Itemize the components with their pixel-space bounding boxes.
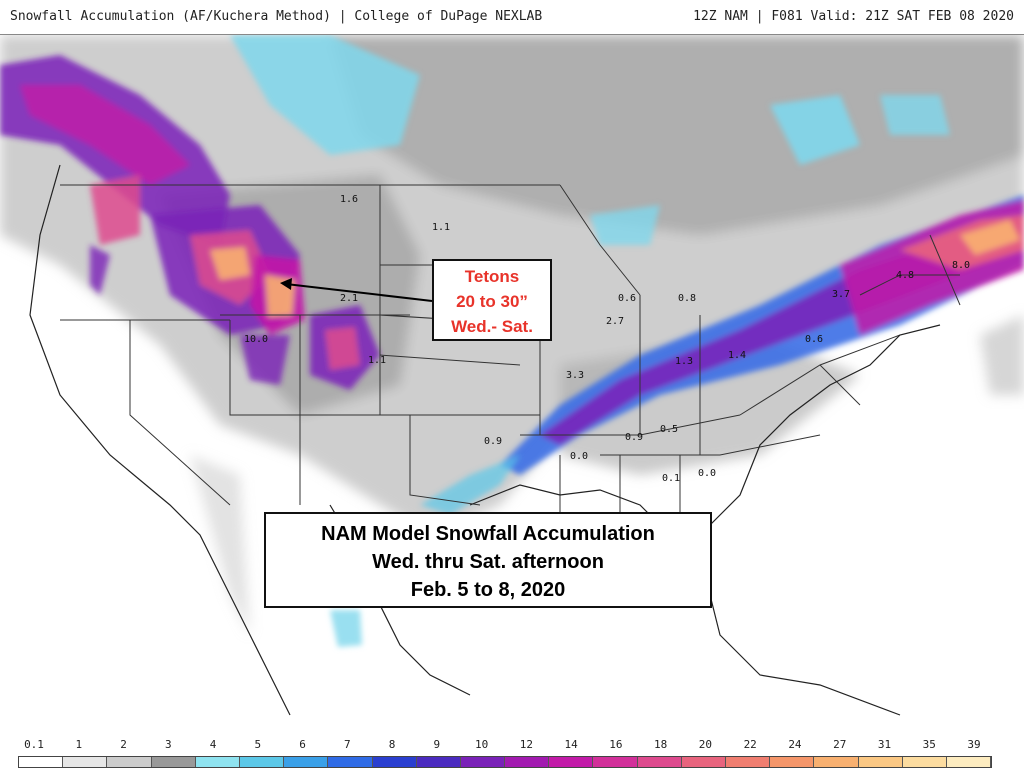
legend-swatch	[328, 757, 373, 767]
color-scale-legend: 0.1 1 2 3 4 5 6 7 8 9 10 12 14 16 18 20 22 24 27 31 35 39	[0, 730, 1024, 770]
tetons-callout-line: Tetons	[464, 267, 520, 286]
western-snow-areas	[0, 55, 380, 390]
legend-label: 8	[388, 738, 396, 751]
legend-swatch	[858, 757, 903, 767]
legend-swatch	[151, 757, 196, 767]
summary-callout-line: Wed. thru Sat. afternoon	[372, 551, 604, 573]
legend-swatch	[19, 757, 64, 767]
map-value: 0.9	[625, 432, 643, 443]
legend-swatch	[902, 757, 947, 767]
map-value: 10.0	[244, 334, 268, 345]
legend-swatch	[372, 757, 417, 767]
map-value-labels: 1.6 1.1 2.1 1.1 10.0 0.6 0.8 2.7 1.3 1.4…	[244, 194, 970, 484]
map-value: 0.5	[660, 424, 678, 435]
legend-swatch	[770, 757, 815, 767]
legend-label: 18	[654, 738, 668, 751]
legend-label: 39	[967, 738, 981, 751]
legend-label: 3	[164, 738, 172, 751]
map-value: 0.0	[570, 451, 588, 462]
legend-swatch	[549, 757, 594, 767]
legend-label: 24	[788, 738, 802, 751]
legend-label: 2	[120, 738, 127, 751]
header-bar: Snowfall Accumulation (AF/Kuchera Method…	[0, 0, 1024, 35]
legend-label: 14	[564, 738, 578, 751]
tetons-callout-line: Wed.- Sat.	[451, 317, 533, 336]
legend-label: 5	[254, 738, 262, 751]
legend-label: 4	[209, 738, 217, 751]
legend-swatch	[107, 757, 152, 767]
legend-label: 7	[344, 738, 351, 751]
tetons-callout: Tetons 20 to 30” Wed.- Sat.	[432, 259, 552, 341]
legend-swatch	[946, 757, 992, 767]
summary-callout-line: Feb. 5 to 8, 2020	[410, 579, 566, 601]
legend-label: 27	[833, 738, 847, 751]
map-value: 0.8	[678, 293, 696, 304]
legend-swatch	[195, 757, 240, 767]
legend-label: 12	[519, 738, 533, 751]
map-value: 3.3	[566, 370, 584, 381]
legend-swatch	[239, 757, 285, 767]
map-value: 8.0	[952, 260, 970, 271]
legend-swatch	[416, 757, 461, 767]
map-value: 1.4	[728, 350, 746, 361]
legend-swatch	[637, 757, 682, 767]
map-value: 2.7	[606, 316, 624, 327]
state-borders	[60, 184, 961, 525]
legend-swatch	[726, 757, 771, 767]
legend-label: 20	[698, 738, 713, 751]
legend-label: 16	[609, 738, 623, 751]
legend-label: 10	[474, 738, 489, 751]
summary-callout: NAM Model Snowfall Accumulation Wed. thr…	[264, 512, 712, 608]
map-value: 0.6	[618, 293, 636, 304]
legend-label: 9	[433, 738, 441, 751]
legend-color-bar	[18, 756, 992, 768]
map-value: 1.1	[368, 355, 386, 366]
tetons-arrow	[280, 278, 433, 302]
legend-label: 0.1	[24, 738, 44, 751]
map-value: 0.6	[805, 334, 823, 345]
legend-label: 31	[877, 738, 892, 751]
legend-swatch	[814, 757, 859, 767]
legend-swatch	[593, 757, 638, 767]
map-value: 0.1	[662, 473, 680, 484]
legend-swatch	[63, 757, 108, 767]
legend-label: 22	[743, 738, 757, 751]
map-value: 0.0	[698, 468, 716, 479]
legend-swatch	[681, 757, 726, 767]
map-value: 3.7	[832, 289, 850, 300]
legend-label: 1	[75, 738, 83, 751]
map-value: 1.3	[675, 356, 693, 367]
blue-snow-shading	[230, 35, 950, 647]
map-value: 1.1	[432, 222, 450, 233]
tetons-callout-line: 20 to 30”	[456, 292, 528, 311]
legend-labels: 0.1 1 2 3 4 5 6 7 8 9 10 12 14 16 18 20 22 24 27 31 35 39	[18, 738, 1008, 752]
product-title: Snowfall Accumulation (AF/Kuchera Method…	[10, 9, 543, 24]
legend-swatch	[460, 757, 506, 767]
snowfall-map[interactable]: 1.6 1.1 2.1 1.1 10.0 0.6 0.8 2.7 1.3 1.4…	[0, 35, 1024, 728]
map-value: 2.1	[340, 293, 358, 304]
map-value: 0.9	[484, 436, 502, 447]
legend-swatch	[284, 757, 329, 767]
legend-swatch	[505, 757, 550, 767]
summary-callout-line: NAM Model Snowfall Accumulation	[321, 523, 655, 545]
model-run-info: 12Z NAM | F081 Valid: 21Z SAT FEB 08 202…	[693, 9, 1014, 24]
map-value: 4.8	[896, 270, 914, 281]
eastern-snow-band	[420, 195, 1024, 515]
legend-label: 6	[299, 738, 306, 751]
legend-label: 35	[922, 738, 936, 751]
map-canvas: 1.6 1.1 2.1 1.1 10.0 0.6 0.8 2.7 1.3 1.4…	[0, 35, 1024, 728]
map-value: 1.6	[340, 194, 358, 205]
